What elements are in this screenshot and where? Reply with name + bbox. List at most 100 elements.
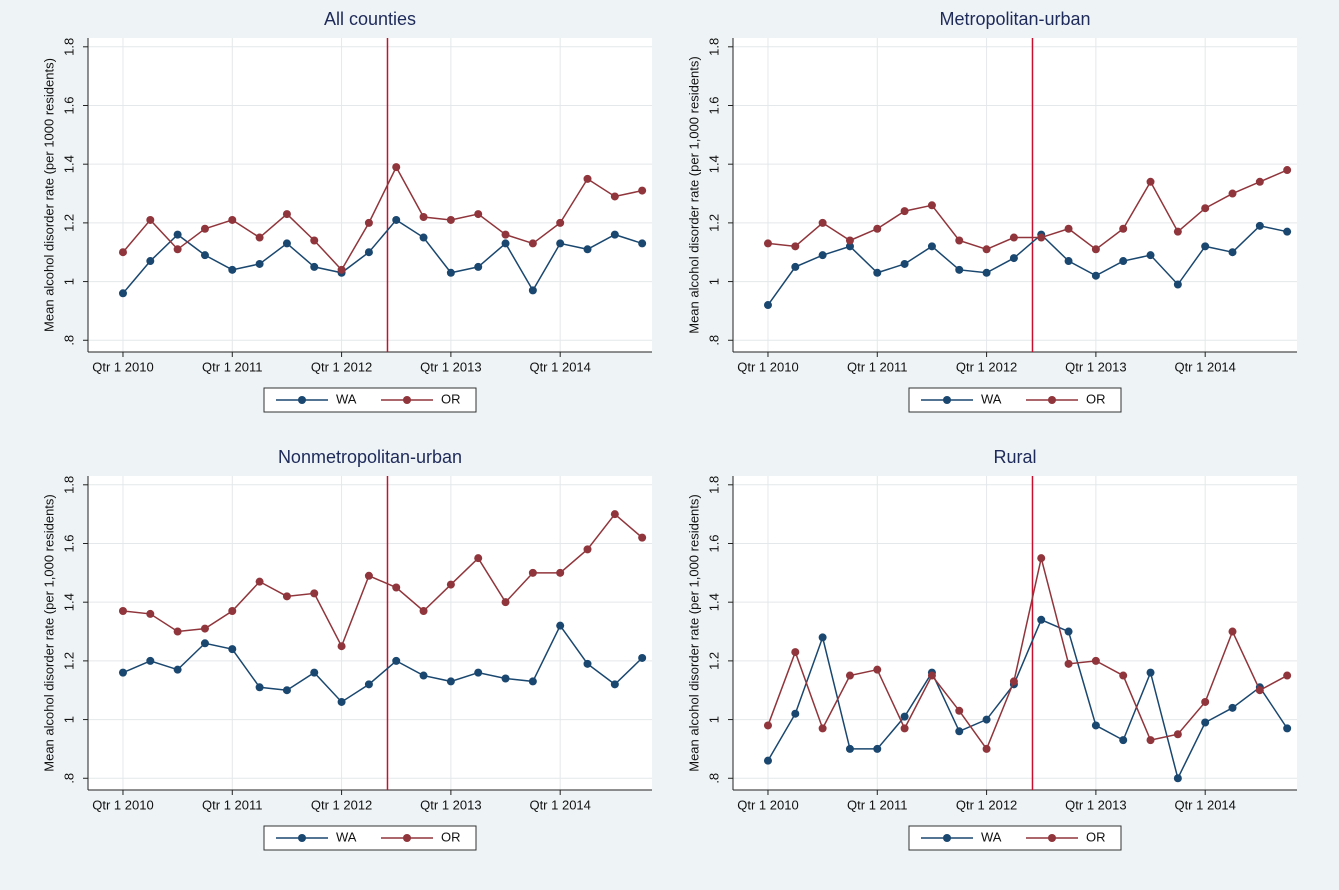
data-point	[556, 218, 565, 227]
data-point	[1119, 736, 1128, 745]
plot-area	[733, 38, 1297, 352]
data-point	[610, 230, 619, 239]
x-tick-label: Qtr 1 2011	[202, 797, 262, 812]
data-point	[1119, 224, 1128, 233]
legend-label: OR	[1086, 391, 1106, 406]
data-point	[337, 642, 346, 651]
panel: All counties Mean alcohol disorder rate (…	[41, 9, 652, 413]
data-point	[955, 265, 964, 274]
series-line	[122, 513, 643, 649]
legend-label: OR	[441, 391, 461, 406]
y-tick-label: 1.2	[61, 652, 76, 670]
data-point	[1173, 774, 1182, 783]
data-point	[1283, 166, 1292, 175]
data-point	[282, 592, 291, 601]
data-point	[873, 665, 882, 674]
data-point	[392, 163, 401, 172]
data-point	[556, 621, 565, 630]
data-point	[200, 624, 209, 633]
data-point	[1146, 736, 1155, 745]
data-point	[310, 668, 319, 677]
x-tick-label: Qtr 1 2014	[1174, 359, 1235, 374]
data-point	[255, 259, 264, 268]
x-tick-label: Qtr 1 2010	[92, 359, 153, 374]
series-line	[122, 165, 643, 272]
data-point	[610, 192, 619, 201]
y-tick-label: 1.6	[61, 534, 76, 552]
data-point	[955, 706, 964, 715]
data-point	[763, 301, 772, 310]
series-line	[122, 218, 643, 294]
y-tick-label: 1.6	[61, 96, 76, 114]
data-point	[173, 245, 182, 254]
data-point	[583, 545, 592, 554]
data-point	[900, 259, 909, 268]
legend-marker	[298, 396, 306, 404]
legend-label: WA	[981, 829, 1002, 844]
data-point	[474, 554, 483, 563]
data-point	[1009, 677, 1018, 686]
y-tick-label: .8	[706, 773, 721, 784]
y-tick-label: .8	[61, 335, 76, 346]
plot-area	[88, 38, 652, 352]
data-point	[255, 233, 264, 242]
data-point	[501, 598, 510, 607]
x-tick-label: Qtr 1 2014	[529, 797, 590, 812]
data-point	[1173, 730, 1182, 739]
data-point	[1037, 233, 1046, 242]
data-point	[200, 639, 209, 648]
x-tick-label: Qtr 1 2013	[420, 797, 481, 812]
x-tick-label: Qtr 1 2010	[737, 359, 798, 374]
data-point	[1201, 718, 1210, 727]
y-axis-label: Mean alcohol disorder rate (per 1,000 re…	[686, 494, 701, 771]
data-point	[791, 648, 800, 657]
y-tick-label: 1.6	[706, 96, 721, 114]
legend-marker	[943, 834, 951, 842]
data-point	[200, 224, 209, 233]
x-tick-label: Qtr 1 2011	[847, 359, 907, 374]
data-point	[200, 251, 209, 260]
legend-label: OR	[441, 829, 461, 844]
data-point	[282, 686, 291, 695]
data-point	[583, 174, 592, 183]
data-point	[818, 251, 827, 260]
data-point	[446, 268, 455, 277]
data-point	[364, 248, 373, 257]
data-point	[1146, 668, 1155, 677]
data-point	[791, 262, 800, 271]
data-point	[927, 201, 936, 210]
data-point	[583, 245, 592, 254]
panel: Metropolitan-urban Mean alcohol disorder …	[686, 9, 1297, 413]
data-point	[638, 186, 647, 195]
data-point	[173, 627, 182, 636]
data-point	[1009, 233, 1018, 242]
y-tick-label: 1.8	[61, 476, 76, 494]
data-point	[1064, 627, 1073, 636]
data-point	[1228, 248, 1237, 257]
y-tick-label: 1.8	[706, 476, 721, 494]
data-point	[1255, 177, 1264, 186]
legend-marker	[298, 834, 306, 842]
data-point	[228, 215, 237, 224]
data-point	[364, 680, 373, 689]
data-point	[446, 215, 455, 224]
chart-title: Nonmetropolitan-urban	[278, 447, 462, 467]
data-point	[873, 744, 882, 753]
x-tick-label: Qtr 1 2012	[311, 797, 372, 812]
data-point	[900, 207, 909, 216]
data-point	[173, 665, 182, 674]
data-point	[146, 257, 155, 266]
data-point	[638, 239, 647, 248]
data-point	[818, 218, 827, 227]
data-point	[873, 268, 882, 277]
data-point	[528, 239, 537, 248]
legend-label: OR	[1086, 829, 1106, 844]
series-line	[767, 169, 1288, 251]
x-tick-label: Qtr 1 2011	[847, 797, 907, 812]
y-tick-label: 1.4	[61, 593, 76, 611]
y-tick-label: 1.8	[706, 38, 721, 56]
data-point	[501, 674, 510, 683]
y-tick-label: 1	[706, 716, 721, 723]
data-point	[927, 671, 936, 680]
data-point	[118, 668, 127, 677]
